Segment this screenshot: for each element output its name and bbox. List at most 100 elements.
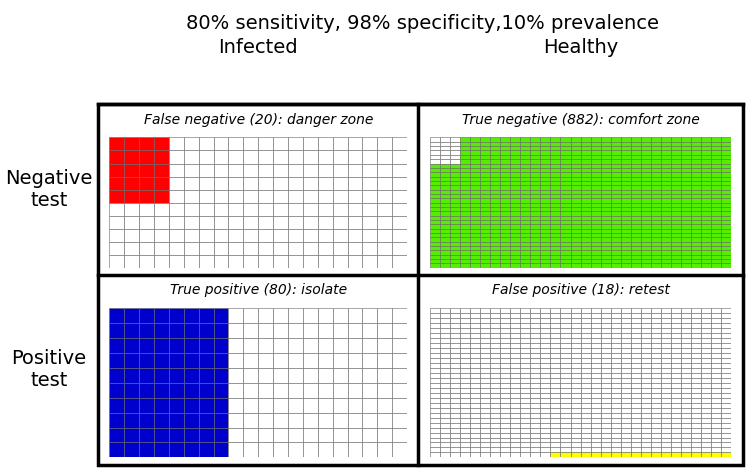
Bar [363,428,378,443]
Bar [601,233,611,237]
Bar [590,242,601,246]
Bar [681,137,691,142]
Bar [510,323,520,328]
Bar [430,155,440,159]
Bar [641,403,651,408]
Bar [711,137,722,142]
Bar [124,443,139,457]
Bar [571,264,581,268]
Bar [651,229,661,233]
Bar [184,164,199,177]
Bar [541,388,550,392]
Bar [621,220,631,224]
Bar [520,373,530,378]
Bar [510,255,520,259]
Bar [601,198,611,203]
Bar [722,403,731,408]
Bar [480,447,490,452]
Bar [722,412,731,418]
Bar [109,398,124,412]
Bar [722,146,731,151]
Bar [213,229,228,242]
Bar [641,246,651,250]
Bar [258,164,273,177]
Bar [611,176,621,181]
Bar [641,438,651,443]
Bar [440,447,450,452]
Bar [490,172,500,177]
Bar [520,229,530,233]
Bar [510,259,520,264]
Bar [671,142,681,146]
Bar [541,412,550,418]
Bar [541,328,550,333]
Bar [611,438,621,443]
Bar [450,198,460,203]
Bar [139,202,154,216]
Bar [661,363,671,368]
Bar [611,403,621,408]
Bar [560,353,571,358]
Bar [560,428,571,432]
Bar [611,343,621,348]
Bar [611,150,621,155]
Bar [611,259,621,264]
Bar [541,358,550,363]
Bar [661,237,671,242]
Bar [460,220,470,224]
Bar [510,172,520,177]
Bar [154,242,169,255]
Bar [184,412,199,428]
Bar [541,368,550,373]
Bar [611,358,621,363]
Bar [722,438,731,443]
Bar [510,447,520,452]
Bar [490,308,500,313]
Bar [550,164,560,168]
Bar [124,368,139,383]
Bar [520,438,530,443]
Bar [520,313,530,318]
Bar [701,403,711,408]
Bar [691,338,701,343]
Bar [560,363,571,368]
Bar [480,259,490,264]
Bar [722,343,731,348]
Bar [631,447,641,452]
Bar [318,398,333,412]
Bar [691,150,701,155]
Bar [711,159,722,164]
Bar [154,323,169,338]
Bar [440,403,450,408]
Bar [470,348,480,353]
Bar [520,159,530,164]
Bar [581,190,590,194]
Bar [184,216,199,229]
Bar [470,185,480,190]
Bar [490,181,500,185]
Bar [530,242,541,246]
Bar [601,368,611,373]
Bar [480,220,490,224]
Bar [681,447,691,452]
Bar [288,443,303,457]
Bar [621,137,631,142]
Bar [470,194,480,198]
Bar [590,308,601,313]
Bar [109,383,124,398]
Bar [500,318,510,323]
Bar [691,318,701,323]
Bar [500,185,510,190]
Bar [671,318,681,323]
Bar [722,250,731,255]
Bar [460,246,470,250]
Bar [440,211,450,216]
Bar [244,190,258,203]
Bar [641,194,651,198]
Bar [601,155,611,159]
Bar [661,388,671,392]
Bar [520,172,530,177]
Bar [184,202,199,216]
Text: False positive (18): retest: False positive (18): retest [492,283,670,297]
Bar [661,159,671,164]
